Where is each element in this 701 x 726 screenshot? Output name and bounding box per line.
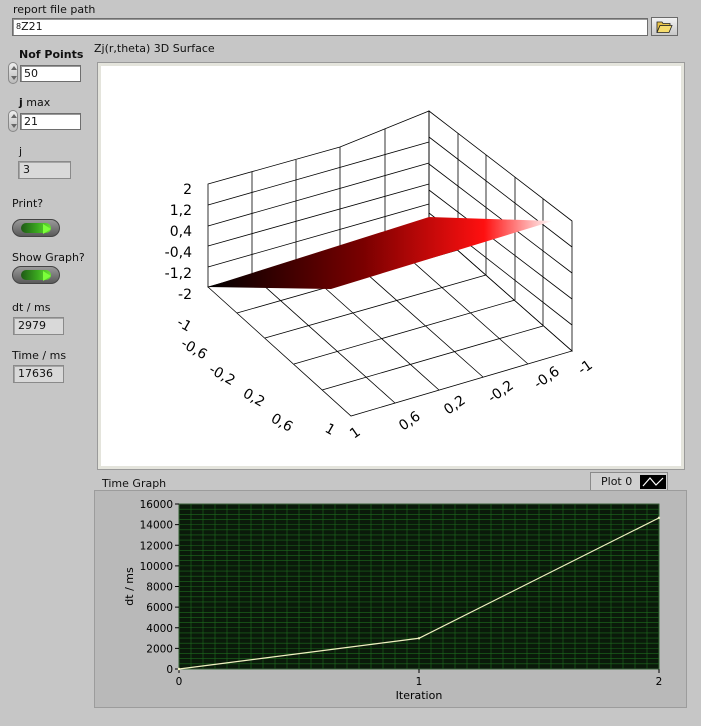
- time-graph-svg: 0 2000 4000 6000 8000 10000 12000 14000 16000 0 1 2…: [123, 499, 663, 702]
- y-tick: 1: [347, 424, 363, 442]
- folder-open-icon: [656, 21, 673, 33]
- y-tick-label: 2000: [146, 643, 173, 655]
- report-path-value: Z21: [21, 20, 43, 33]
- print-toggle[interactable]: [12, 219, 60, 237]
- j-max-label-rest: max: [22, 96, 51, 109]
- y-tick-label: 16000: [140, 499, 173, 511]
- dt-label: dt / ms: [12, 301, 51, 314]
- y-tick: -0,2: [485, 377, 517, 406]
- surface-plot-svg: 2 1,2 0,4 -0,4 -1,2 -2 -1 -0,6 -0,2 0,2 …: [165, 110, 596, 442]
- x-tick-label: 0: [176, 676, 183, 688]
- z-tick: 1,2: [170, 203, 192, 219]
- y-tick: -0,6: [531, 363, 563, 392]
- z-tick: -2: [178, 287, 192, 303]
- data-point: [417, 637, 421, 640]
- surface-plot[interactable]: 2 1,2 0,4 -0,4 -1,2 -2 -1 -0,6 -0,2 0,2 …: [97, 62, 685, 470]
- nof-points-spinner[interactable]: [8, 62, 18, 84]
- x-tick-label: 2: [656, 676, 663, 688]
- x-tick: 1: [322, 421, 338, 439]
- y-tick: 0,6: [396, 408, 423, 434]
- time-graph-title: Time Graph: [102, 477, 167, 490]
- y-tick-label: 8000: [146, 582, 173, 594]
- y-tick: 0,2: [441, 392, 468, 418]
- y-tick-label: 10000: [140, 561, 173, 573]
- plot-legend[interactable]: Plot 0: [590, 472, 668, 491]
- x-tick: -0,2: [206, 362, 238, 390]
- x-tick: 0,2: [240, 386, 267, 411]
- report-path-label: report file path: [13, 3, 96, 16]
- y-tick-label: 12000: [140, 540, 173, 552]
- data-point: [177, 667, 181, 671]
- j-indicator: 3: [18, 161, 71, 179]
- legend-swatch: [640, 475, 666, 489]
- j-label: j: [19, 145, 23, 158]
- y-tick: -1: [575, 357, 596, 378]
- data-point: [657, 516, 661, 520]
- browse-button[interactable]: [651, 17, 678, 36]
- y-tick-label: 0: [166, 664, 173, 676]
- z-tick: 0,4: [170, 224, 192, 240]
- dt-indicator: 2979: [13, 317, 64, 335]
- time-graph-panel: 0 2000 4000 6000 8000 10000 12000 14000 16000 0 1 2…: [94, 490, 687, 708]
- j-max-spinner[interactable]: [8, 110, 18, 132]
- y-tick-label: 4000: [146, 623, 173, 635]
- x-tick: -0,6: [178, 336, 210, 364]
- time-label: Time / ms: [12, 349, 67, 362]
- j-max-label-bold: j: [19, 96, 23, 109]
- y-tick-label: 14000: [140, 520, 173, 532]
- x-tick: -1: [174, 315, 194, 336]
- show-graph-toggle[interactable]: [12, 266, 60, 284]
- x-axis-label: Iteration: [396, 689, 443, 702]
- y-tick-label: 6000: [146, 602, 173, 614]
- z-tick: -0,4: [165, 245, 192, 261]
- legend-label: Plot 0: [601, 475, 633, 488]
- x-tick-label: 1: [416, 676, 423, 688]
- x-tick: 0,6: [268, 411, 295, 436]
- surface-mesh: [208, 217, 553, 289]
- j-max-input[interactable]: 21: [20, 113, 81, 130]
- z-tick: 2: [183, 182, 192, 198]
- print-label: Print?: [12, 197, 44, 210]
- time-indicator: 17636: [13, 365, 64, 383]
- nof-points-label: Nof Points: [19, 48, 84, 61]
- report-path-input[interactable]: 8Z21: [12, 18, 648, 36]
- path-prefix-glyph: 8: [16, 22, 22, 31]
- surface-title: Zj(r,theta) 3D Surface: [94, 42, 215, 55]
- nof-points-input[interactable]: 50: [20, 65, 81, 82]
- show-graph-label: Show Graph?: [12, 251, 85, 264]
- y-axis-label: dt / ms: [123, 567, 136, 606]
- z-tick: -1,2: [165, 266, 192, 282]
- j-max-label: j max: [19, 96, 50, 109]
